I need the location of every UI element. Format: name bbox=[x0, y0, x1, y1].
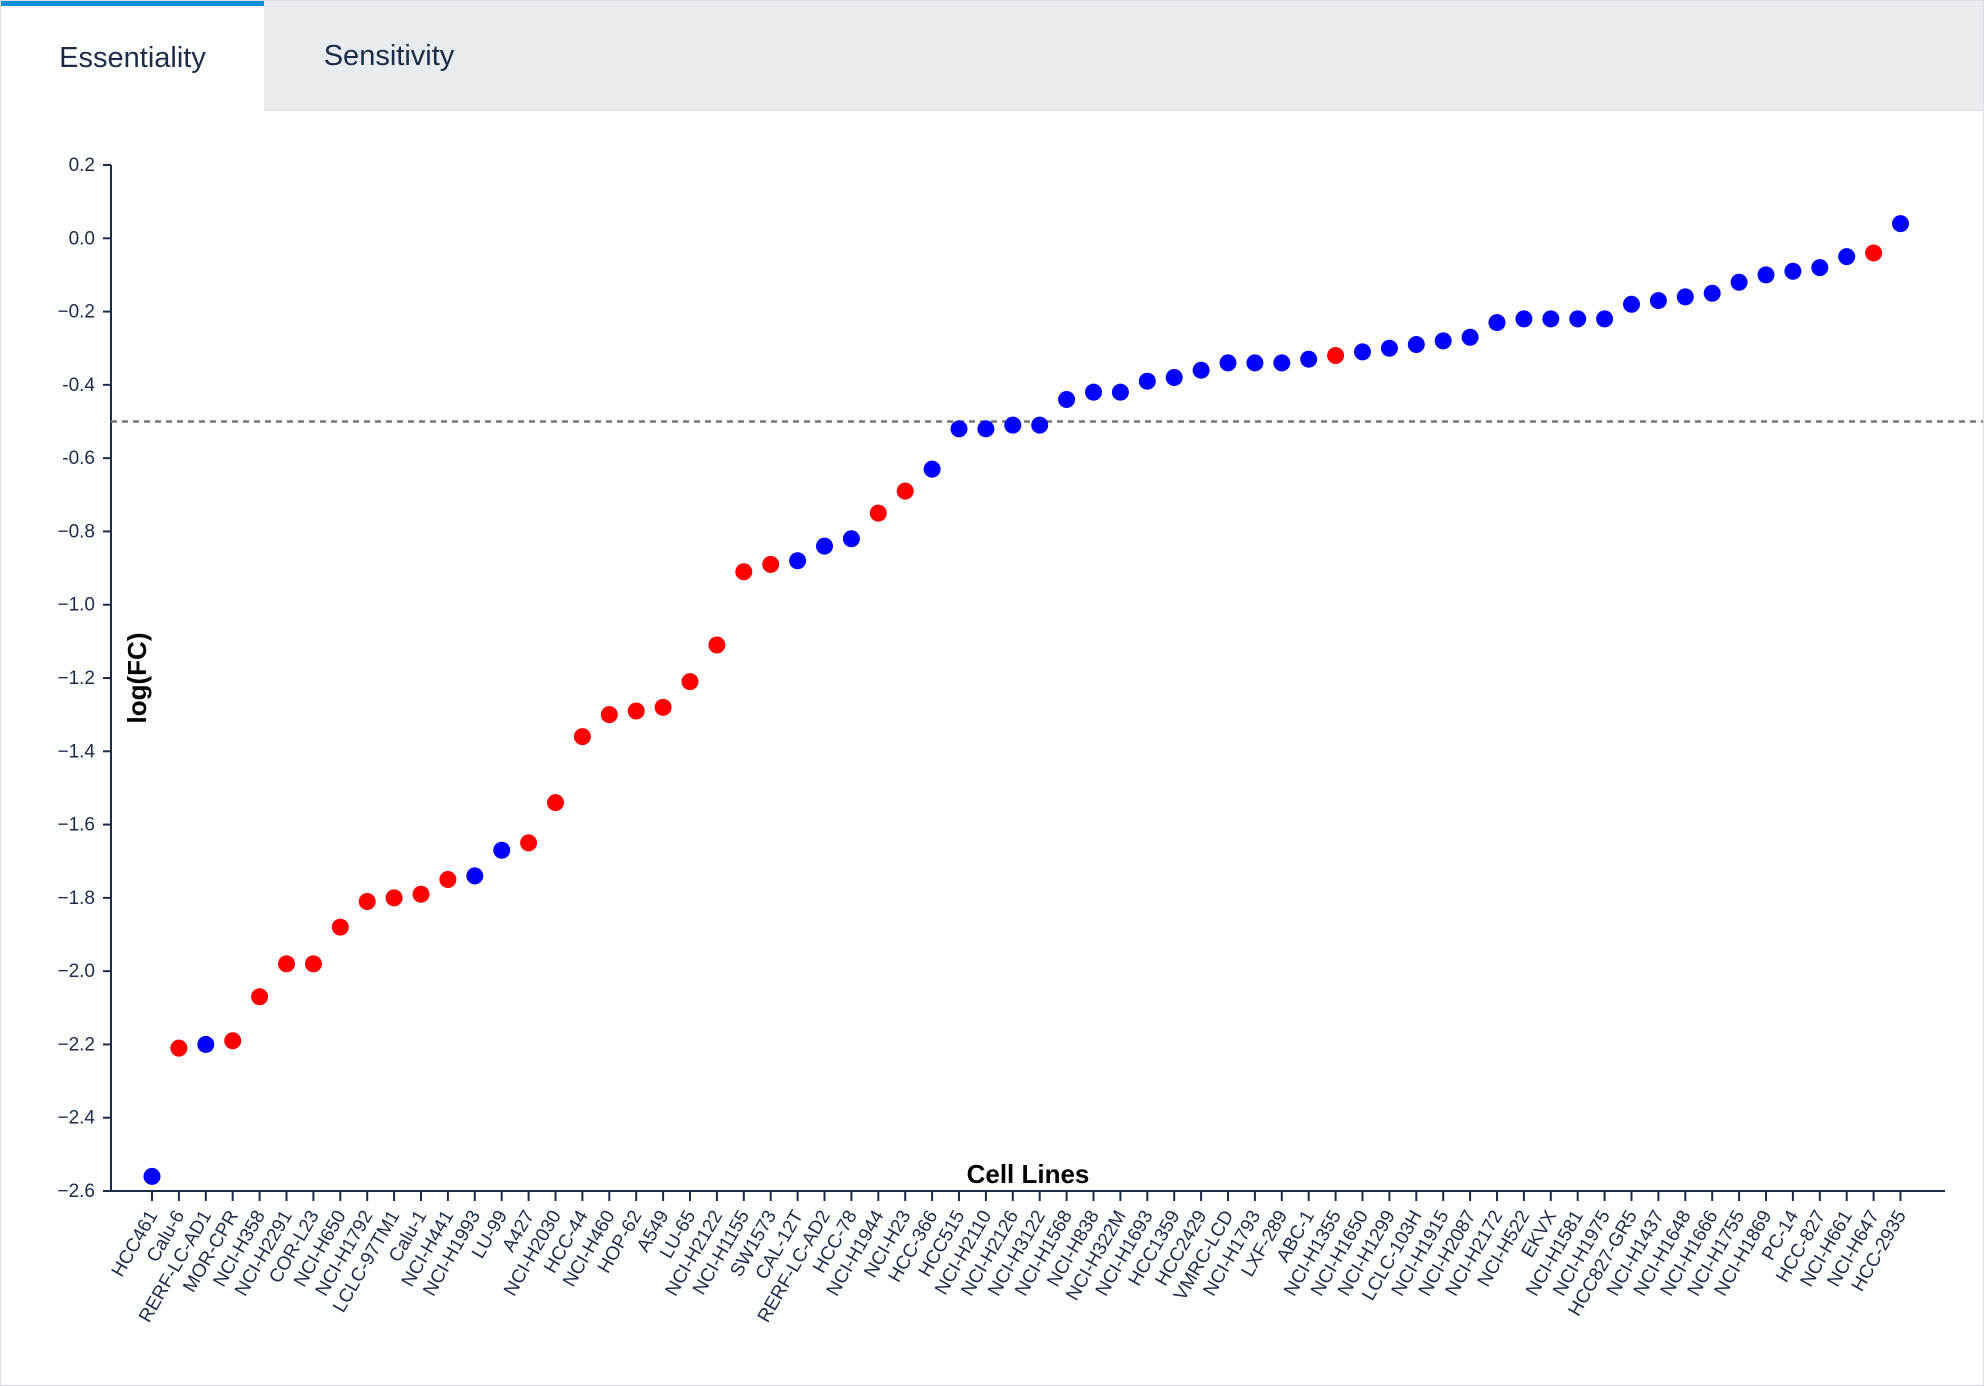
data-point[interactable] bbox=[1488, 314, 1506, 332]
data-point[interactable] bbox=[1757, 266, 1775, 284]
data-point[interactable] bbox=[224, 1032, 242, 1050]
data-point[interactable] bbox=[1623, 295, 1640, 313]
y-tick-label: −2.4 bbox=[57, 1108, 95, 1129]
data-point[interactable] bbox=[1085, 383, 1102, 401]
data-point[interactable] bbox=[1004, 416, 1022, 434]
data-point[interactable] bbox=[1542, 310, 1560, 328]
data-point[interactable] bbox=[1380, 339, 1398, 357]
data-points bbox=[143, 215, 1909, 1185]
data-point[interactable] bbox=[197, 1035, 215, 1053]
x-axis: HCC461Calu-6RERF-LC-AD1MOR-CPRNCI-H358NC… bbox=[108, 1190, 1945, 1326]
data-point[interactable] bbox=[1407, 336, 1425, 354]
data-point[interactable] bbox=[278, 955, 295, 973]
data-point[interactable] bbox=[1730, 273, 1748, 291]
y-tick-label: −1.6 bbox=[57, 815, 95, 836]
data-point[interactable] bbox=[1865, 244, 1883, 262]
y-axis-title: log(FC) bbox=[122, 633, 152, 724]
data-point[interactable] bbox=[143, 1167, 161, 1185]
tab-essentiality[interactable]: Essentiality bbox=[1, 1, 264, 111]
data-point[interactable] bbox=[1354, 343, 1371, 361]
data-point[interactable] bbox=[708, 636, 726, 654]
data-point[interactable] bbox=[170, 1039, 188, 1057]
data-point[interactable] bbox=[1219, 354, 1237, 372]
data-point[interactable] bbox=[627, 702, 645, 720]
data-point[interactable] bbox=[412, 885, 430, 903]
data-point[interactable] bbox=[547, 794, 564, 812]
data-point[interactable] bbox=[842, 530, 860, 548]
y-tick-label: −1.8 bbox=[57, 888, 95, 909]
data-point[interactable] bbox=[331, 918, 349, 936]
data-point[interactable] bbox=[600, 706, 618, 724]
data-point[interactable] bbox=[1649, 292, 1667, 310]
y-tick-label: −2.6 bbox=[57, 1181, 95, 1202]
data-point[interactable] bbox=[1138, 372, 1156, 390]
data-point[interactable] bbox=[304, 955, 322, 973]
y-tick-label: −2.0 bbox=[57, 961, 95, 982]
y-tick-label: -0.4 bbox=[62, 375, 95, 396]
data-point[interactable] bbox=[358, 893, 376, 911]
data-point[interactable] bbox=[1838, 248, 1856, 266]
data-point[interactable] bbox=[654, 698, 672, 716]
data-point[interactable] bbox=[1811, 259, 1829, 277]
y-axis: 0.2 0.0 −0.2 -0.4 -0.6 −0.8 −1.0 −1.2 −1.4 −1.6 −1… bbox=[57, 155, 112, 1202]
y-tick-label: −1.0 bbox=[57, 595, 95, 616]
data-point[interactable] bbox=[439, 871, 457, 889]
data-point[interactable] bbox=[1703, 284, 1721, 302]
data-point[interactable] bbox=[1434, 332, 1452, 350]
data-point[interactable] bbox=[1031, 416, 1049, 434]
data-point[interactable] bbox=[1676, 288, 1694, 306]
data-point[interactable] bbox=[1892, 215, 1909, 233]
data-point[interactable] bbox=[251, 988, 269, 1006]
data-point[interactable] bbox=[681, 673, 699, 691]
data-point[interactable] bbox=[1192, 361, 1210, 379]
y-tick-label: -0.6 bbox=[62, 448, 95, 469]
data-point[interactable] bbox=[1569, 310, 1587, 328]
data-point[interactable] bbox=[816, 537, 833, 555]
data-point[interactable] bbox=[762, 555, 780, 573]
y-tick-label: 0.2 bbox=[69, 155, 95, 176]
y-tick-label: −0.2 bbox=[57, 302, 95, 323]
data-point[interactable] bbox=[869, 504, 887, 522]
tab-bar: Essentiality Sensitivity bbox=[1, 1, 1983, 111]
y-tick-label: −1.2 bbox=[57, 668, 95, 689]
data-point[interactable] bbox=[789, 552, 807, 570]
data-point[interactable] bbox=[1596, 310, 1614, 328]
data-point[interactable] bbox=[1461, 328, 1479, 346]
data-point[interactable] bbox=[520, 834, 538, 852]
data-point[interactable] bbox=[573, 728, 591, 746]
data-point[interactable] bbox=[1300, 350, 1318, 368]
y-tick-label: −0.8 bbox=[57, 521, 95, 542]
data-point[interactable] bbox=[1165, 369, 1183, 387]
data-point[interactable] bbox=[1246, 354, 1264, 372]
data-point[interactable] bbox=[1784, 262, 1802, 280]
y-tick-label: −1.4 bbox=[57, 741, 95, 762]
data-point[interactable] bbox=[735, 563, 753, 581]
data-point[interactable] bbox=[950, 420, 968, 438]
tab-sensitivity[interactable]: Sensitivity bbox=[323, 39, 455, 72]
data-point[interactable] bbox=[896, 482, 914, 500]
y-tick-label: −2.2 bbox=[57, 1034, 95, 1055]
x-axis-title: Cell Lines bbox=[967, 1159, 1090, 1189]
data-point[interactable] bbox=[1058, 391, 1076, 409]
data-point[interactable] bbox=[1327, 347, 1345, 365]
data-point[interactable] bbox=[977, 420, 995, 438]
data-point[interactable] bbox=[1515, 310, 1533, 328]
data-point[interactable] bbox=[493, 841, 511, 859]
data-point[interactable] bbox=[1273, 354, 1291, 372]
data-point[interactable] bbox=[466, 867, 484, 885]
data-point[interactable] bbox=[1111, 383, 1129, 401]
data-point[interactable] bbox=[923, 460, 941, 478]
y-tick-label: 0.0 bbox=[69, 228, 95, 249]
data-point[interactable] bbox=[385, 889, 403, 907]
